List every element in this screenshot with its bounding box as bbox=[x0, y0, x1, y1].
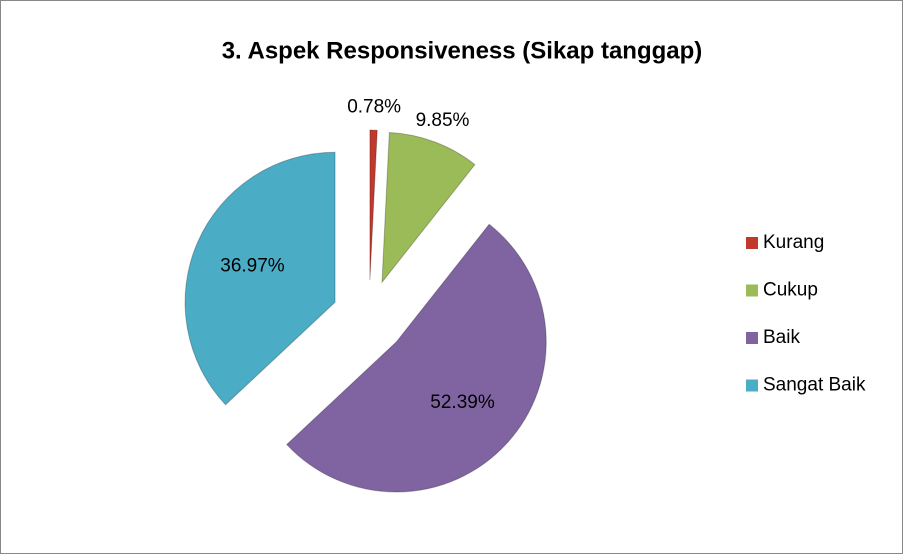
data-label: 52.39% bbox=[430, 392, 495, 413]
data-label: 9.85% bbox=[416, 110, 470, 131]
legend-label: Baik bbox=[763, 327, 800, 348]
chart-title: 3. Aspek Responsiveness (Sikap tanggap) bbox=[222, 37, 703, 64]
legend-label: Kurang bbox=[763, 232, 824, 253]
pie-slice bbox=[369, 129, 378, 281]
pie-slice bbox=[286, 223, 547, 493]
legend-swatch bbox=[746, 332, 758, 344]
data-label: 36.97% bbox=[220, 255, 285, 276]
legend-label: Cukup bbox=[763, 280, 818, 301]
legend-swatch bbox=[746, 284, 758, 297]
legend-swatch bbox=[746, 237, 758, 249]
pie-slice bbox=[184, 151, 336, 406]
legend-swatch bbox=[746, 379, 758, 392]
data-label: 0.78% bbox=[347, 97, 401, 118]
pie-slice bbox=[381, 132, 476, 284]
legend-label: Sangat Baik bbox=[763, 375, 866, 396]
